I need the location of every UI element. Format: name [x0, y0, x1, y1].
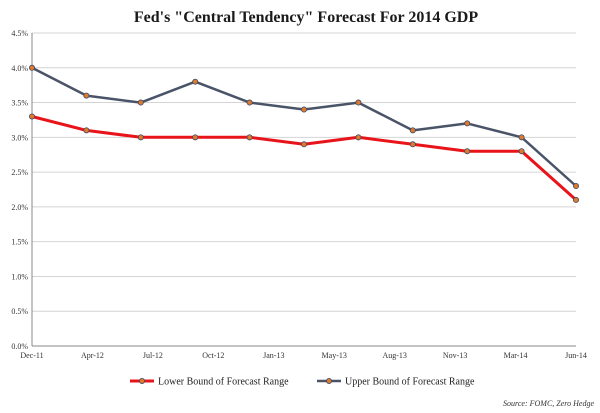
data-point-lower	[518, 148, 525, 155]
legend-swatch-marker	[325, 377, 332, 384]
data-point-upper	[518, 134, 525, 141]
plot-area	[28, 64, 580, 203]
y-tick-label: 3.0%	[11, 133, 28, 142]
x-tick-label: Nov-13	[443, 351, 467, 360]
legend-swatch-marker	[138, 377, 145, 384]
data-point-upper	[246, 99, 253, 106]
data-point-lower	[355, 134, 362, 141]
data-point-upper	[573, 183, 580, 190]
data-point-upper	[83, 92, 90, 99]
source-note: Source: FOMC, Zero Hedge	[503, 399, 594, 408]
x-tick-label: Jan-13	[263, 351, 284, 360]
x-tick-label: May-13	[322, 351, 347, 360]
data-point-lower	[464, 148, 471, 155]
data-point-lower	[300, 141, 307, 148]
y-tick-label: 4.5%	[11, 29, 28, 38]
y-tick-label: 1.0%	[11, 272, 28, 281]
x-axis-tick-labels: Dec-11 Apr-12 Jul-12 Oct-12 Jan-13 May-13 Aug-…	[20, 351, 587, 360]
x-tick-label: Apr-12	[81, 351, 104, 360]
data-point-lower	[409, 141, 416, 148]
data-point-upper	[409, 127, 416, 134]
x-tick-label: Mar-14	[504, 351, 528, 360]
legend-label: Lower Bound of Forecast Range	[158, 377, 289, 388]
data-point-lower	[573, 196, 580, 203]
data-point-upper	[192, 78, 199, 85]
data-point-upper	[28, 64, 35, 71]
grid-lines	[31, 32, 576, 347]
chart-title: Fed's "Central Tendency" Forecast For 20…	[134, 9, 478, 26]
legend-label: Upper Bound of Forecast Range	[345, 377, 475, 388]
data-point-lower	[137, 134, 144, 141]
data-point-lower	[28, 113, 35, 120]
data-point-upper	[355, 99, 362, 106]
x-tick-label: Oct-12	[202, 351, 224, 360]
y-tick-label: 2.0%	[11, 203, 28, 212]
data-point-lower	[83, 127, 90, 134]
data-point-upper	[137, 99, 144, 106]
y-tick-label: 3.5%	[11, 99, 28, 108]
y-axis-tick-labels: 0.0% 0.5% 1.0% 1.5% 2.0% 2.5% 3.0% 3.5% 4.0% 4.5%	[11, 29, 28, 351]
y-tick-label: 4.0%	[11, 64, 28, 73]
y-tick-label: 1.5%	[11, 238, 28, 247]
legend: Lower Bound of Forecast Range Upper Bound…	[130, 377, 475, 388]
y-tick-label: 0.5%	[11, 307, 28, 316]
series-line-lower-bound	[31, 115, 578, 202]
data-point-upper	[300, 106, 307, 113]
x-tick-label: Jun-14	[565, 351, 587, 360]
data-point-lower	[192, 134, 199, 141]
y-tick-label: 0.0%	[11, 342, 28, 351]
data-point-upper	[464, 120, 471, 127]
data-point-lower	[246, 134, 253, 141]
y-tick-label: 2.5%	[11, 168, 28, 177]
x-tick-label: Aug-13	[382, 351, 406, 360]
x-tick-label: Dec-11	[20, 351, 43, 360]
series-line-upper-bound	[31, 66, 577, 187]
x-tick-label: Jul-12	[143, 351, 163, 360]
